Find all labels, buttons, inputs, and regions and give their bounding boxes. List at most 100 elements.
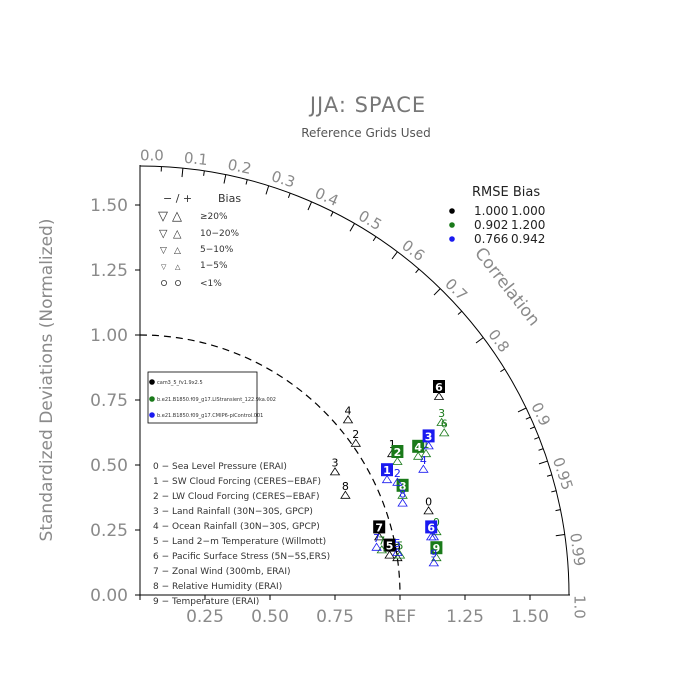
data-point-marker: [392, 547, 403, 556]
bias-down-icon: ▽: [159, 227, 168, 240]
data-point-box: [430, 541, 443, 555]
rmse-legend: RMSE Bias 1.000 1.000 0.902 1.200 0.766 …: [449, 185, 545, 246]
case-legend-dot: [149, 379, 155, 385]
bias-up-icon: △: [173, 227, 182, 240]
bias-circle-icon: [174, 279, 181, 286]
data-point-label: 8: [399, 488, 406, 501]
corr-tick: [534, 436, 540, 440]
corr-tick-label: 0.99: [566, 532, 589, 568]
data-point-marker: [431, 552, 442, 562]
variable-legend-item: 9 − Temperature (ERAI): [153, 597, 259, 607]
corr-tick-label: 0.2: [226, 156, 253, 178]
corr-tick-label: 0.9: [527, 400, 554, 429]
corr-tick: [181, 168, 184, 178]
data-point-marker: [394, 550, 406, 559]
bias-down-icon: ▽: [161, 263, 167, 271]
x-tick-label: 0.25: [186, 607, 224, 627]
data-point-label: 1: [423, 438, 430, 451]
y-tick-label: 1.00: [90, 326, 128, 346]
data-point-marker: [436, 417, 447, 426]
y-tick-label: 0.00: [90, 586, 128, 606]
rmse-value: 0.902: [474, 218, 508, 232]
data-point-marker: [425, 532, 437, 541]
data-point-marker: [381, 474, 393, 484]
corr-tick-label: 0.95: [549, 455, 577, 492]
data-point-label: 9: [433, 542, 441, 555]
variable-legend-item: 7 − Zonal Wind (300mb, ERAI): [153, 567, 291, 577]
data-point-label: 5: [394, 537, 401, 550]
data-point-label: 7: [378, 534, 385, 547]
data-point-label: 8: [399, 480, 407, 493]
corr-tick: [555, 509, 561, 512]
data-point-marker: [438, 428, 450, 437]
corr-tick: [287, 192, 291, 198]
data-point-box: [373, 520, 386, 534]
data-point-marker: [433, 391, 445, 400]
axis-ticks: [135, 166, 569, 600]
data-point-label: 2: [394, 446, 402, 459]
corr-tick-label: 0.0: [140, 147, 164, 165]
chart-subtitle: Reference Grids Used: [301, 126, 431, 140]
correlation-title: Correlation: [470, 244, 543, 330]
bias-legend-header-label: Bias: [218, 192, 241, 205]
bias-legend-row: <1%: [200, 279, 222, 289]
data-point-marker: [418, 464, 429, 473]
bias-legend-row: ≥20%: [200, 212, 228, 222]
data-point-marker: [397, 490, 408, 499]
corr-tick: [500, 368, 505, 373]
bias-legend-row: 1−5%: [200, 261, 228, 271]
data-point-box: [381, 463, 393, 477]
data-point-marker: [423, 441, 434, 450]
variable-legend-item: 5 − Land 2−m Temperature (Willmott): [153, 537, 326, 547]
case-legend-label: cam3_5_fv1.9x2.5: [157, 380, 203, 386]
corr-tick: [538, 448, 544, 451]
data-point-box: [425, 520, 438, 534]
data-point-marker: [384, 550, 395, 559]
data-point-marker: [420, 448, 432, 458]
bias-up-icon: △: [172, 209, 182, 224]
bias-legend-row: 5−10%: [200, 245, 234, 255]
corr-tick: [372, 236, 377, 242]
case-legend-label: b.e21.B1850.f09_g17.LIStransient_122.9ka…: [157, 397, 276, 403]
corr-tick-label: 0.4: [312, 184, 341, 210]
corr-tick-label: 0.6: [398, 236, 428, 265]
data-point-label: 9: [430, 547, 437, 560]
data-point-label: 6: [435, 381, 443, 394]
x-tick-label-ref: REF: [384, 607, 416, 627]
bias-value: 0.942: [511, 232, 545, 246]
rmse-legend-dot: [449, 222, 455, 228]
corr-tick: [525, 416, 531, 420]
data-point-label: 6: [427, 521, 435, 534]
data-point-marker: [412, 451, 424, 460]
corr-tick: [265, 185, 270, 195]
data-point-marker: [397, 498, 408, 507]
variable-legend-item: 6 − Pacific Surface Stress (5N−5S,ERS): [153, 552, 330, 562]
case-legend-dot: [149, 396, 155, 402]
variable-legend-item: 4 − Ocean Rainfall (30N−30S, GPCP): [153, 522, 320, 532]
data-point-box: [391, 445, 404, 458]
rmse-value: 1.000: [474, 204, 508, 218]
data-point-marker: [340, 490, 351, 499]
bias-value: 1.000: [511, 204, 545, 218]
data-point-marker: [329, 467, 341, 476]
x-tick-label: 1.25: [446, 607, 484, 627]
corr-tick: [349, 223, 355, 232]
rmse-legend-dot: [449, 236, 455, 242]
data-point-label: 1: [389, 438, 396, 451]
bias-legend: − / + Bias ▽ △ ≥20% ▽ △ 10−20% ▽ △ 5−10%…: [158, 192, 241, 289]
data-point-label: 3: [425, 430, 433, 443]
corr-tick: [223, 174, 227, 184]
variable-legend: 0 − Sea Level Pressure (ERAI) 1 − SW Clo…: [153, 462, 330, 607]
case-legend-label: b.e21.B1850.f09_g17.CMIP6-piControl.001: [157, 413, 263, 419]
variable-legend-item: 0 − Sea Level Pressure (ERAI): [153, 462, 287, 472]
data-point-marker: [428, 558, 440, 567]
x-tick-label: 0.75: [316, 607, 354, 627]
bias-circle-icon: [160, 279, 167, 286]
corr-tick-label: 0.7: [441, 275, 471, 305]
data-point-marker: [392, 552, 403, 562]
corr-tick: [475, 337, 484, 344]
data-point-marker: [350, 438, 362, 447]
x-tick-label: 0.50: [251, 607, 289, 627]
variable-legend-item: 3 − Land Rainfall (30N−30S, GPCP): [153, 507, 313, 517]
